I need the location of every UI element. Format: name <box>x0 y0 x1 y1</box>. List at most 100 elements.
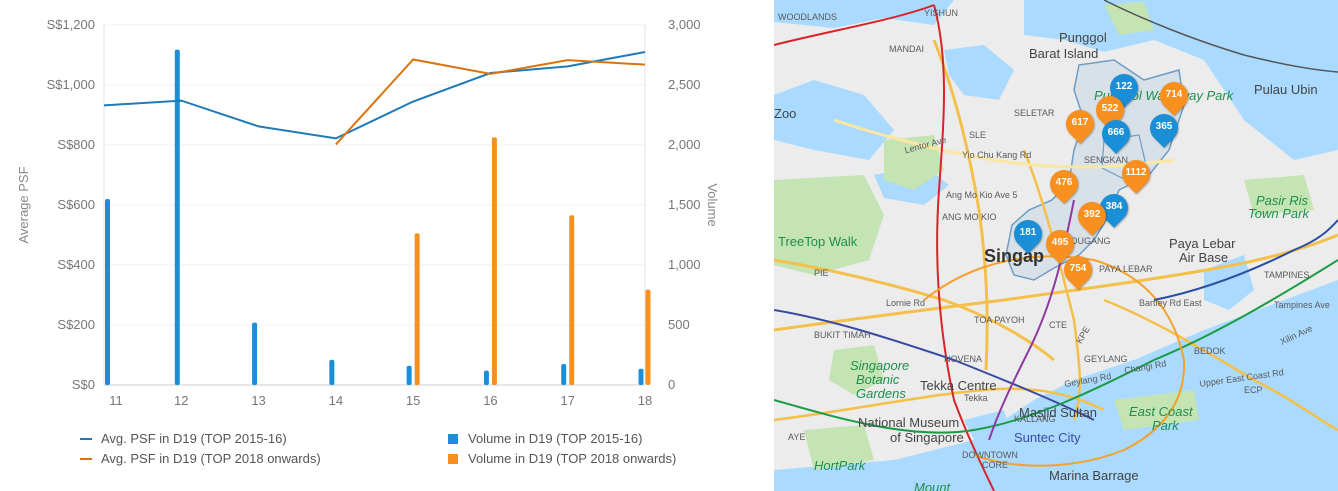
map-label: AYE <box>788 432 806 442</box>
legend-item-psf-2015[interactable]: Avg. PSF in D19 (TOP 2015-16) <box>80 431 287 446</box>
y-right-tick-label: 3,000 <box>668 17 701 32</box>
map-label: Zoo <box>774 106 797 121</box>
volume-bar <box>252 322 258 385</box>
pin-label: 754 <box>1069 263 1087 274</box>
map-label: Air Base <box>1179 250 1229 265</box>
pin-label: 1112 <box>1125 167 1147 178</box>
volume-bar <box>638 368 644 385</box>
volume-bar <box>561 364 567 385</box>
map-label: YISHUN <box>924 8 959 18</box>
map-label: Tekka <box>964 393 988 403</box>
map-label: CTE <box>1049 320 1067 330</box>
legend-box-swatch <box>448 453 458 464</box>
map-label: KALLANG <box>1014 414 1056 424</box>
pin-label: 617 <box>1071 117 1089 128</box>
map-pin-blue[interactable]: 365 <box>1144 108 1184 150</box>
map-pin-orange[interactable]: 522 <box>1090 90 1130 132</box>
map-label: WOODLANDS <box>778 12 838 22</box>
map-label: DOWNTOWN <box>962 450 1018 460</box>
map-label: Suntec City <box>1014 430 1081 445</box>
map-label: PIE <box>814 268 829 278</box>
x-tick-label: 11 <box>109 393 123 408</box>
map-label: PAYA LEBAR <box>1099 264 1153 274</box>
map-label: CORE <box>982 460 1009 470</box>
x-tick-label: 12 <box>174 393 188 408</box>
map-pin-blue[interactable]: 384 <box>1094 188 1134 230</box>
volume-bar <box>329 359 335 385</box>
y-left-tick-label: S$800 <box>57 137 95 152</box>
map-pin-orange[interactable]: 392 <box>1072 196 1112 238</box>
map-label: Park <box>1152 418 1179 433</box>
map-label: TOA PAYOH <box>974 315 1025 325</box>
legend-item-volume-2018[interactable]: Volume in D19 (TOP 2018 onwards) <box>448 451 676 466</box>
map-label: Pasir Ris <box>1256 193 1309 208</box>
chart-svg: S$0 S$200 S$400 S$600 S$800 S$1,000 S$1,200 0 50… <box>16 17 720 408</box>
map-label: Town Park <box>1248 206 1309 221</box>
pin-label: 392 <box>1083 209 1101 220</box>
legend-line-swatch <box>80 437 92 440</box>
y-left-tick-label: S$0 <box>72 377 95 392</box>
map-label: Barat Island <box>1029 46 1099 61</box>
legend-box-swatch <box>448 433 458 444</box>
map-label: BEDOK <box>1194 346 1226 356</box>
x-tick-label: 16 <box>483 393 497 408</box>
pin-label: 495 <box>1051 237 1069 248</box>
y-right-tick-label: 2,500 <box>668 77 701 92</box>
y-right-tick-label: 0 <box>668 377 675 392</box>
map-pin-orange[interactable]: 495 <box>1040 224 1080 266</box>
map-pin-blue[interactable]: 181 <box>1008 214 1048 256</box>
pin-label: 522 <box>1101 103 1119 114</box>
map-label: TreeTop Walk <box>778 234 858 249</box>
map-label: Marina Barrage <box>1049 468 1139 483</box>
map-label: Tekka Centre <box>920 378 997 393</box>
map-label: Bartley Rd East <box>1139 298 1202 308</box>
map-pin-orange[interactable]: 754 <box>1058 250 1098 292</box>
y-left-axis-title: Average PSF <box>16 166 31 243</box>
x-tick-label: 15 <box>406 393 420 408</box>
map-pin-orange[interactable]: 714 <box>1154 76 1194 118</box>
map-label: of Singapore <box>890 430 964 445</box>
y-left-tick-label: S$1,000 <box>47 77 95 92</box>
pin-label: 365 <box>1155 121 1173 132</box>
map-label: HortPark <box>814 458 866 473</box>
map-pin-orange[interactable]: 1112 <box>1116 154 1156 196</box>
y-left-tick-label: S$1,200 <box>47 17 95 32</box>
volume-bar <box>483 370 489 385</box>
pin-label: 122 <box>1115 81 1133 92</box>
map-label: ANG MO KIO <box>942 212 997 222</box>
volume-bar <box>569 215 575 385</box>
map-label: SENGKAN <box>1084 155 1129 165</box>
volume-bar <box>414 233 420 385</box>
map-pin-orange[interactable]: 617 <box>1060 104 1100 146</box>
legend-label: Volume in D19 (TOP 2015-16) <box>468 431 643 446</box>
legend-item-psf-2018[interactable]: Avg. PSF in D19 (TOP 2018 onwards) <box>80 451 321 466</box>
legend-item-volume-2015[interactable]: Volume in D19 (TOP 2015-16) <box>448 431 642 446</box>
map-label: Yio Chu Kang Rd <box>962 150 1032 160</box>
x-tick-label: 18 <box>638 393 652 408</box>
volume-bar <box>105 199 110 385</box>
map-label: BUKIT TIMAH <box>814 330 871 340</box>
volume-bar <box>174 49 180 385</box>
pin-label: 666 <box>1107 127 1125 138</box>
x-tick-label: 17 <box>560 393 574 408</box>
map-pin-blue[interactable]: 122 <box>1104 68 1144 110</box>
map-pin-orange[interactable]: 476 <box>1044 164 1084 206</box>
map-label: Singapore <box>850 358 910 373</box>
pin-label: 181 <box>1019 227 1037 238</box>
map-label: NOVENA <box>944 354 983 364</box>
map-label: SELETAR <box>1014 108 1055 118</box>
map-label: GEYLANG <box>1084 354 1128 364</box>
y-right-tick-label: 1,000 <box>668 257 701 272</box>
volume-bar <box>645 289 651 385</box>
x-tick-label: 13 <box>251 393 265 408</box>
y-right-tick-label: 2,000 <box>668 137 701 152</box>
map-label: Paya Lebar <box>1169 236 1236 251</box>
map-label: Botanic <box>856 372 900 387</box>
x-tick-label: 14 <box>329 393 343 408</box>
map-pin-blue[interactable]: 666 <box>1096 114 1136 156</box>
map-panel[interactable]: WOODLANDS YISHUN MANDAI Punggol Barat Is… <box>774 0 1338 491</box>
map-label: Pulau Ubin <box>1254 82 1318 97</box>
y-left-tick-label: S$400 <box>57 257 95 272</box>
y-right-tick-label: 1,500 <box>668 197 701 212</box>
legend-line-swatch <box>80 457 92 460</box>
